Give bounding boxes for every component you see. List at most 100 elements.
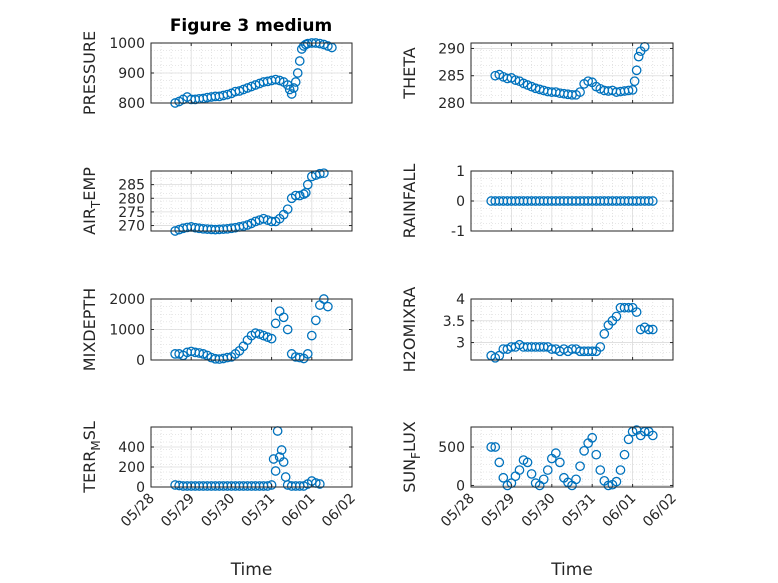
- y-tick-label: 285: [438, 69, 465, 85]
- y-axis-label-subscript: M: [89, 440, 103, 450]
- data-point: [647, 430, 658, 441]
- data-point: [526, 469, 537, 479]
- axes-box: [470, 42, 674, 104]
- data-point: [595, 342, 606, 352]
- x-tick-label: 06/02: [319, 491, 359, 531]
- data-point: [268, 454, 279, 464]
- data-point: [579, 445, 589, 456]
- x-tick-label: 05/30: [519, 491, 559, 531]
- data-point: [623, 434, 634, 445]
- y-axis-label-main: THETA: [400, 47, 419, 99]
- data-point: [222, 89, 233, 100]
- y-axis-label-main: H2OMIXRA: [400, 287, 419, 373]
- data-point: [647, 196, 658, 206]
- data-point: [615, 465, 626, 475]
- subplot-7: 0 200 400 05/28 05/29 05/30 05/31 06/01 06/02 TER…: [80, 421, 359, 580]
- data-point: [599, 329, 610, 339]
- x-axis-label: Time: [230, 560, 273, 580]
- series-markers: [486, 196, 658, 206]
- data-point: [595, 465, 606, 475]
- y-axis-label: PRESSURE: [80, 31, 99, 115]
- x-tick-label: 05/29: [478, 491, 518, 531]
- data-point: [294, 190, 305, 201]
- y-tick-label: 290: [438, 41, 465, 57]
- y-axis-label-main: MIXDEPTH: [80, 288, 99, 371]
- axes-box: [150, 426, 353, 488]
- data-point: [623, 85, 634, 96]
- data-point: [510, 75, 521, 85]
- data-point: [292, 68, 303, 78]
- y-axis-label-main: AIR: [80, 208, 99, 235]
- data-point: [575, 461, 585, 472]
- data-point: [302, 179, 313, 190]
- data-point: [286, 89, 297, 99]
- data-point: [302, 349, 313, 359]
- x-tick-label: 05/28: [438, 491, 478, 531]
- x-tick-label: 05/28: [118, 491, 158, 531]
- y-tick-label: -1: [451, 224, 465, 240]
- data-point: [542, 465, 553, 475]
- series-markers: [170, 168, 329, 236]
- data-point: [623, 302, 634, 313]
- series-markers: [170, 294, 333, 364]
- y-tick-label: 0: [136, 480, 145, 496]
- data-point: [571, 474, 581, 485]
- y-tick-label: 2000: [109, 292, 145, 308]
- series-markers: [490, 41, 650, 100]
- y-tick-label: 400: [118, 440, 145, 456]
- data-point: [498, 472, 509, 483]
- series-markers: [486, 425, 658, 491]
- figure-title: Figure 3 medium: [170, 16, 332, 36]
- y-tick-label: 900: [118, 66, 145, 82]
- data-point: [282, 80, 293, 90]
- y-tick-label: 800: [118, 96, 145, 112]
- y-axis-label-subscript: T: [89, 200, 103, 209]
- data-point: [490, 442, 501, 452]
- data-point: [611, 476, 622, 487]
- data-point: [514, 465, 525, 475]
- y-tick-label: 0: [456, 478, 465, 494]
- data-point: [538, 474, 549, 485]
- y-axis-label-main: TERR: [80, 451, 99, 494]
- y-axis-label-subscript: F: [409, 452, 423, 459]
- x-tick-label: 05/30: [198, 491, 238, 531]
- y-axis-label: TERRMSL: [80, 421, 103, 494]
- axes-box: [150, 170, 353, 232]
- data-point: [550, 448, 561, 459]
- y-axis-label: AIRTEMP: [80, 167, 103, 235]
- y-axis-label-main: RAINFALL: [400, 164, 419, 239]
- y-axis-label-main: SUN: [400, 459, 419, 493]
- y-axis-label-tail: LUX: [400, 421, 419, 452]
- y-tick-label: 3.5: [443, 314, 465, 330]
- subplot-4: -1 0 1 RAINFALL: [400, 164, 674, 240]
- y-tick-label: 0: [136, 353, 145, 369]
- data-point: [294, 352, 305, 363]
- data-point: [587, 346, 598, 357]
- x-tick-label: 05/31: [559, 491, 599, 531]
- y-axis-label: THETA: [400, 47, 419, 99]
- data-point: [522, 457, 533, 468]
- y-axis-label: RAINFALL: [400, 164, 419, 239]
- data-point: [278, 312, 289, 323]
- data-point: [629, 76, 640, 87]
- data-point: [298, 189, 309, 200]
- x-tick-label: 05/31: [239, 491, 279, 531]
- y-tick-label: 3: [456, 336, 465, 352]
- y-tick-label: 275: [118, 205, 145, 221]
- data-point: [288, 83, 299, 93]
- data-point: [631, 65, 642, 76]
- x-tick-label: 06/01: [279, 491, 319, 531]
- data-point: [643, 324, 654, 335]
- y-tick-label: 1000: [109, 323, 145, 339]
- data-point: [587, 432, 598, 443]
- data-point: [314, 168, 325, 179]
- subplot-6: 3 3.5 4 H2OMIXRA: [400, 287, 674, 373]
- y-tick-label: 1000: [109, 36, 145, 52]
- data-point: [282, 324, 293, 335]
- y-tick-label: 500: [438, 440, 465, 456]
- data-point: [270, 318, 281, 329]
- y-axis-label: MIXDEPTH: [80, 288, 99, 371]
- axes-box: [470, 298, 674, 361]
